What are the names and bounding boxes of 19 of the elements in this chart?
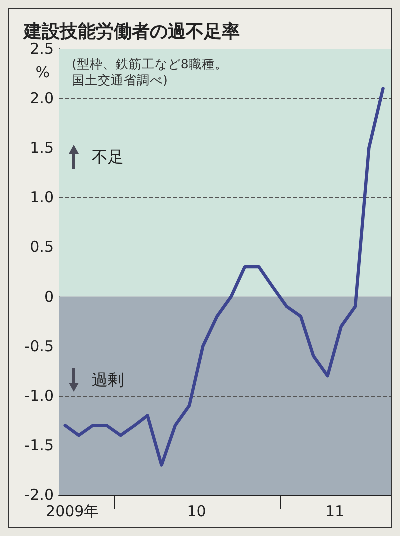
y-tick-label: 0	[44, 288, 54, 306]
y-tick-label: 0.5	[30, 238, 54, 256]
y-tick-label: -2.0	[24, 486, 54, 504]
band-label: 不足	[92, 147, 124, 166]
x-tick-label: 10	[187, 502, 206, 520]
x-tick-label: 2009年	[46, 502, 100, 520]
x-tick-label: 11	[326, 502, 345, 520]
y-tick-label: 1.0	[30, 188, 54, 207]
y-tick-label: -1.0	[24, 386, 54, 405]
y-tick-label: 2.0	[30, 90, 54, 108]
y-tick-label: -1.5	[24, 436, 54, 454]
band-label: 過剰	[92, 370, 124, 390]
y-axis-title: %	[36, 64, 50, 82]
y-tick-label: -0.5	[24, 337, 54, 356]
y-tick-label: 1.5	[30, 139, 54, 158]
y-tick-label: 2.5	[30, 40, 54, 58]
line-series	[64, 87, 385, 467]
text: (型枠、鉄筋工など8職種。国土交通省調べ)	[72, 56, 228, 88]
chart-title: 建設技能労働者の過不足率	[22, 22, 240, 42]
